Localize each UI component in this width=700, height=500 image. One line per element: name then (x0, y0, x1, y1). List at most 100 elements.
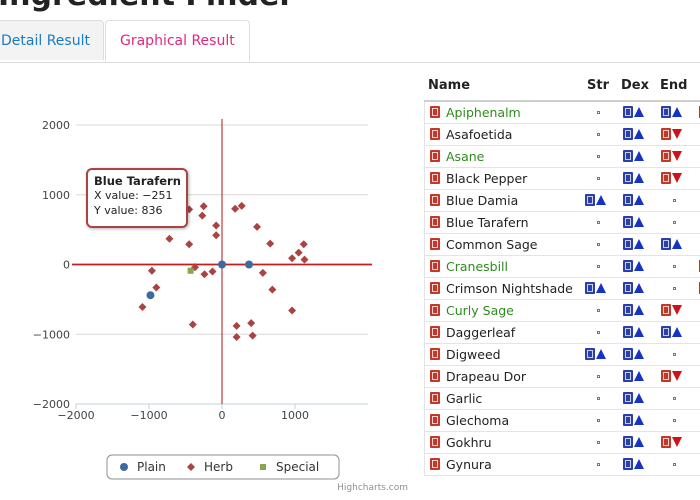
dex-increase-icon (623, 326, 644, 340)
table-row[interactable]: Gynura (424, 454, 700, 476)
ingredient-name[interactable]: Cranesbill (446, 259, 509, 274)
tooltip-y-value: Y value: 836 (94, 204, 163, 217)
header-str[interactable]: Str (587, 78, 609, 93)
end-decrease-icon (661, 150, 682, 164)
tooltip-title: Blue Tarafern (94, 174, 181, 188)
legend-item-label[interactable]: Herb (204, 460, 233, 474)
table-row[interactable]: Garlic (424, 388, 700, 410)
ingredient-icon (430, 128, 440, 140)
end-decrease-icon (661, 370, 682, 384)
effect-badge-icon (623, 282, 633, 294)
effect-badge-icon (623, 326, 633, 338)
dex-increase-icon (623, 282, 644, 296)
ingredient-icon (430, 414, 440, 426)
effect-badge-icon (623, 194, 633, 206)
up-arrow-icon (634, 393, 644, 403)
table-row[interactable]: Curly Sage (424, 300, 700, 322)
table-row[interactable]: Gokhru (424, 432, 700, 454)
header-name[interactable]: Name (428, 78, 471, 93)
ingredient-name[interactable]: Garlic (446, 391, 483, 406)
effect-badge-icon (623, 260, 633, 272)
chart-legend-box (106, 454, 340, 480)
ingredient-name[interactable]: Digweed (446, 347, 501, 362)
herb-point (212, 221, 221, 230)
herb-point (288, 254, 297, 263)
herb-point (138, 303, 147, 312)
table-row[interactable]: Cranesbill (424, 256, 700, 278)
neutral-dot-icon (597, 309, 600, 312)
x-tick-label: 1000 (281, 409, 309, 422)
ingredient-name[interactable]: Daggerleaf (446, 325, 516, 340)
effect-badge-icon (661, 436, 671, 448)
table-row[interactable]: Asane (424, 146, 700, 168)
ingredient-name[interactable]: Glechoma (446, 413, 510, 428)
up-arrow-icon (634, 107, 644, 117)
result-tabs: Detail Result Graphical Result (0, 14, 700, 63)
ingredient-name[interactable]: Curly Sage (446, 303, 514, 318)
table-row[interactable]: Glechoma (424, 410, 700, 432)
tab-graphical-result[interactable]: Graphical Result (105, 20, 250, 62)
scatter-chart[interactable]: 2000 1000 0 −1000 −2000−2000 −1000 0 1000 Plain H… (0, 63, 410, 500)
chart-credit-link[interactable]: Highcharts.com (337, 483, 408, 493)
ingredient-name[interactable]: Gokhru (446, 435, 492, 450)
y-tick-label: −1000 (33, 328, 70, 341)
legend-item-label[interactable]: Special (276, 460, 319, 474)
effect-badge-icon (623, 128, 633, 140)
herb-point (268, 285, 277, 294)
neutral-dot-icon (597, 419, 600, 422)
ingredient-name[interactable]: Apiphenalm (446, 105, 521, 120)
herb-point (288, 306, 297, 315)
legend-special-symbol (260, 464, 266, 470)
ingredient-name[interactable]: Black Pepper (446, 171, 528, 186)
header-end[interactable]: End (660, 78, 688, 93)
tab-detail-result[interactable]: Detail Result (0, 20, 104, 60)
up-arrow-icon (634, 437, 644, 447)
table-row[interactable]: Digweed (424, 344, 700, 366)
neutral-dot-icon (597, 331, 600, 334)
ingredient-name[interactable]: Crimson Nightshade (446, 281, 573, 296)
ingredient-icon (430, 150, 440, 162)
ingredient-icon (430, 392, 440, 404)
table-row[interactable]: Asafoetida (424, 124, 700, 146)
table-row[interactable]: Blue Damia (424, 190, 700, 212)
ingredient-name[interactable]: Blue Tarafern (446, 215, 529, 230)
effect-badge-icon (623, 304, 633, 316)
ingredient-name[interactable]: Asafoetida (446, 127, 513, 142)
up-arrow-icon (634, 305, 644, 315)
neutral-dot-icon (597, 463, 600, 466)
ingredient-icon (430, 304, 440, 316)
dex-increase-icon (623, 128, 644, 142)
ingredient-name[interactable]: Drapeau Dor (446, 369, 527, 384)
up-arrow-icon (672, 239, 682, 249)
neutral-dot-icon (673, 287, 676, 290)
effect-badge-icon (661, 172, 671, 184)
ingredient-name[interactable]: Blue Damia (446, 193, 519, 208)
ingredient-name[interactable]: Gynura (446, 457, 492, 472)
ingredient-icon (430, 172, 440, 184)
table-row[interactable]: Daggerleaf (424, 322, 700, 344)
herb-point (198, 211, 207, 220)
table-row[interactable]: Black Pepper (424, 168, 700, 190)
herb-point (212, 231, 221, 240)
effect-badge-icon (661, 150, 671, 162)
dex-increase-icon (623, 150, 644, 164)
table-row[interactable]: Apiphenalm (424, 102, 700, 124)
table-row[interactable]: Crimson Nightshade (424, 278, 700, 300)
ingredient-name[interactable]: Common Sage (446, 237, 538, 252)
ingredient-name[interactable]: Asane (446, 149, 485, 164)
dex-increase-icon (623, 392, 644, 406)
ingredient-icon (430, 282, 440, 294)
legend-item-label[interactable]: Plain (137, 460, 166, 474)
herb-point (253, 222, 262, 231)
table-row[interactable]: Common Sage (424, 234, 700, 256)
down-arrow-icon (672, 129, 682, 139)
header-dex[interactable]: Dex (621, 78, 649, 93)
up-arrow-icon (596, 195, 606, 205)
dex-increase-icon (623, 216, 644, 230)
up-arrow-icon (634, 459, 644, 469)
table-row[interactable]: Blue Tarafern (424, 212, 700, 234)
herb-point (208, 267, 217, 276)
effect-badge-icon (585, 282, 595, 294)
table-row[interactable]: Drapeau Dor (424, 366, 700, 388)
dex-increase-icon (623, 106, 644, 120)
